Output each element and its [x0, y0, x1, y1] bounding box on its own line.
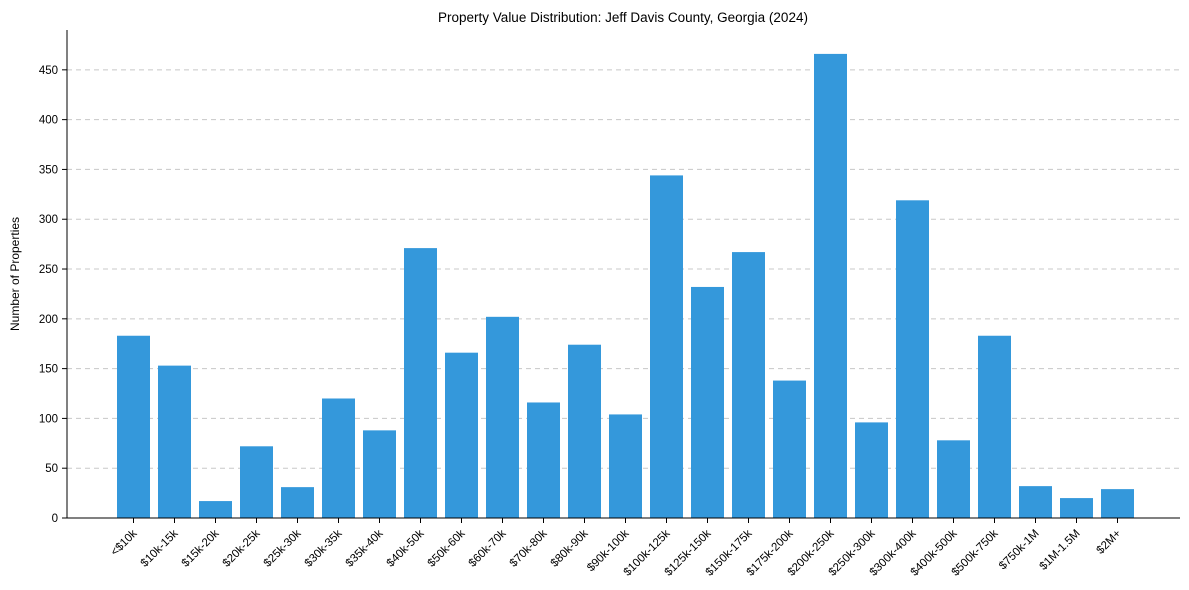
bar	[281, 487, 314, 518]
bar	[609, 414, 642, 518]
y-tick-label: 400	[39, 115, 58, 127]
x-tick-label: $1M-1.5M	[1038, 528, 1083, 573]
x-tick-label: $15k-20k	[180, 527, 222, 569]
y-tick-label: 450	[39, 65, 58, 77]
bar	[732, 252, 765, 519]
bar	[814, 53, 847, 519]
x-tick-label: $25k-30k	[262, 527, 304, 569]
bar	[1019, 486, 1052, 518]
y-tick-label: 200	[39, 314, 58, 326]
bar	[322, 398, 355, 518]
x-ticks: <$10k $10k-15k $15k-20k $20k-25k $25k-30k $30…	[109, 518, 1124, 579]
bar	[773, 380, 806, 518]
x-tick-label: $70k-80k	[508, 527, 550, 569]
x-tick-label: $60k-70k	[467, 527, 509, 569]
grid-lines	[67, 69, 1180, 469]
bar	[855, 422, 888, 518]
bar	[486, 316, 519, 518]
y-tick-label: 250	[39, 264, 58, 276]
y-tick-label: 100	[39, 413, 58, 425]
bar	[445, 352, 478, 518]
bar	[527, 402, 560, 518]
x-tick-label: $2M+	[1095, 527, 1124, 556]
bar	[240, 446, 273, 518]
bar	[1101, 489, 1134, 518]
bar	[650, 175, 683, 518]
bars	[117, 53, 1134, 519]
x-tick-label: $35k-40k	[344, 527, 386, 569]
y-axis-label: Number of Properties	[8, 217, 22, 331]
y-tick-label: 300	[39, 214, 58, 226]
bar	[158, 365, 191, 518]
chart-title: Property Value Distribution: Jeff Davis …	[438, 10, 808, 25]
x-tick-label: $40k-50k	[385, 527, 427, 569]
x-tick-label: $750k-1M	[997, 528, 1042, 573]
bar	[978, 335, 1011, 518]
bar	[691, 286, 724, 518]
bar	[199, 501, 232, 518]
y-ticks: 0 50 100 150 200 250 300 350 400 450	[39, 65, 67, 525]
bar	[363, 430, 396, 518]
bar	[896, 200, 929, 518]
y-tick-label: 350	[39, 164, 58, 176]
y-tick-label: 150	[39, 364, 58, 376]
bar	[568, 344, 601, 518]
bar	[117, 335, 150, 518]
x-tick-label: $10k-15k	[139, 527, 181, 569]
y-tick-label: 0	[52, 513, 58, 525]
x-tick-label: $50k-60k	[426, 527, 468, 569]
x-tick-label: $20k-25k	[221, 527, 263, 569]
bar	[937, 440, 970, 518]
bar	[404, 248, 437, 518]
bar	[1060, 498, 1093, 518]
y-tick-label: 50	[45, 463, 58, 475]
x-tick-label: $30k-35k	[303, 527, 345, 569]
x-tick-label: <$10k	[109, 527, 140, 558]
x-tick-label: $80k-90k	[549, 527, 591, 569]
